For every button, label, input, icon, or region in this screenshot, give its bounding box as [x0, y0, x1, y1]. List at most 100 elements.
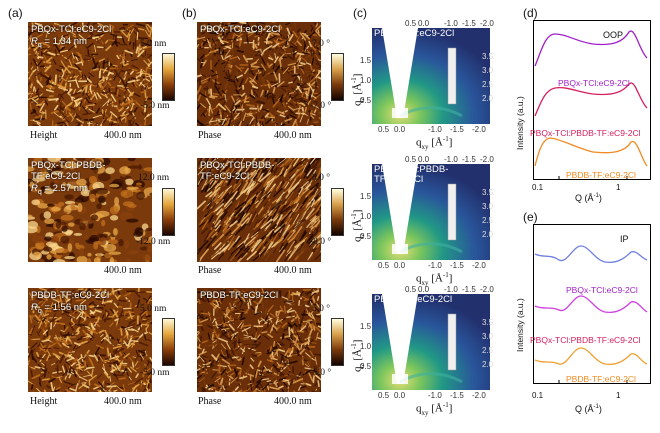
giwaxs-x-tick: 0.5: [378, 261, 390, 270]
ip-ylabel: Intensity (a.u.): [515, 298, 525, 352]
profile-line: [534, 295, 648, 314]
giwaxs-top-tick: -1.5: [462, 155, 476, 164]
scale-caption: 400.0 nm: [274, 396, 312, 407]
oop-profile-plot: [533, 20, 651, 180]
afm-roughness: Rq = 2.57 nm: [31, 183, 87, 196]
colorbar-min-label: -5.0 nm: [140, 101, 170, 111]
oop-series-label: PBDB-TF:eC9-2Cl: [566, 170, 636, 180]
scale-caption: 400.0 nm: [104, 396, 142, 407]
phase-colorbar: [331, 318, 344, 366]
giwaxs-top-tick: -2.0: [480, 155, 494, 164]
giwaxs-y-tick: 1.0: [360, 76, 372, 85]
afm-height-image: [28, 288, 152, 392]
giwaxs-top-tick: -1.5: [462, 19, 476, 28]
giwaxs-top-tick: 0.5: [405, 19, 417, 28]
giwaxs-y-tick: 1.5: [360, 322, 372, 331]
giwaxs-cbar-tick: 2.5: [482, 346, 494, 355]
giwaxs-top-tick: 0.0: [418, 285, 430, 294]
giwaxs-y-tick: 1.0: [360, 342, 372, 351]
phase-caption: Phase: [198, 265, 222, 276]
giwaxs-cbar-tick: 3.0: [482, 332, 494, 341]
phase-colorbar: [331, 53, 344, 101]
colorbar-min-label: -8.0 °: [310, 237, 332, 247]
afm-sample-title: PBQx-TCl:eC9-2Cl: [200, 24, 281, 35]
giwaxs-xlabel: qxy [Å-1]: [416, 271, 453, 287]
scale-caption: 400.0 nm: [274, 265, 312, 276]
giwaxs-top-tick: 0.5: [405, 285, 417, 294]
phase-colorbar: [331, 188, 344, 236]
giwaxs-x-tick: 0.0: [394, 391, 406, 400]
giwaxs-cbar-tick: 3.5: [482, 188, 494, 197]
height-caption: Height: [30, 396, 58, 407]
giwaxs-x-tick: -2.0: [472, 125, 486, 134]
giwaxs-x-tick: -1.0: [428, 391, 442, 400]
scale-caption: 400.0 nm: [104, 265, 142, 276]
giwaxs-y-tick: 0.5: [360, 362, 372, 371]
afm-phase-image: [197, 22, 321, 126]
giwaxs-sample-title: PBDB-TF:eC9-2Cl: [374, 294, 453, 305]
height-colorbar: [162, 318, 175, 366]
panel-label-e: (e): [523, 210, 538, 224]
giwaxs-top-tick: 0.0: [418, 19, 430, 28]
afm-height-image: [28, 22, 152, 126]
colorbar-min-label: -7.0 °: [310, 101, 332, 111]
oop-tag: OOP: [603, 30, 624, 40]
colorbar-max-label: 5.0 nm: [140, 39, 167, 49]
afm-phase-image: [197, 158, 321, 262]
phase-caption: Phase: [198, 396, 222, 407]
oop-xlabel: Q (Å-1): [575, 193, 602, 203]
panel-label-d: (d): [523, 6, 538, 20]
giwaxs-pattern: [372, 294, 490, 390]
giwaxs-cbar-tick: 3.5: [482, 318, 494, 327]
giwaxs-x-tick: 0.5: [378, 391, 390, 400]
profile-line: [534, 30, 648, 67]
colorbar-min-label: -5.0 nm: [140, 368, 170, 378]
giwaxs-sample-title: PBQx-TCl:eC9-2Cl: [374, 28, 455, 39]
colorbar-max-label: 5.0 °: [312, 304, 331, 314]
giwaxs-cbar-tick: 2.0: [482, 94, 494, 103]
oop-series-label: PBQx-TCl:PBDB-TF:eC9-2Cl: [530, 128, 641, 138]
giwaxs-xlabel: qxy [Å-1]: [416, 401, 453, 417]
giwaxs-cbar-tick: 2.0: [482, 230, 494, 239]
oop-ylabel: Intensity (a.u.): [515, 96, 525, 150]
giwaxs-top-tick: -2.0: [480, 285, 494, 294]
giwaxs-x-tick: -1.5: [450, 261, 464, 270]
giwaxs-top-tick: 0.0: [418, 155, 430, 164]
afm-sample-title: PBQx-TCl:PBDB- TF:eC9-2Cl: [200, 160, 275, 182]
scale-caption: 400.0 nm: [104, 130, 142, 141]
ip-tag: IP: [620, 234, 629, 244]
colorbar-max-label: 7.0 °: [312, 39, 331, 49]
giwaxs-x-tick: 0.0: [394, 261, 406, 270]
giwaxs-cbar-tick: 2.5: [482, 216, 494, 225]
giwaxs-pattern: [372, 164, 490, 260]
ip-xlabel: Q (Å-1): [575, 404, 602, 414]
ip-series-label: PBQx-TCl:eC9-2Cl: [566, 285, 638, 295]
giwaxs-cbar-tick: 3.0: [482, 66, 494, 75]
ip-xtick: 0.1: [532, 391, 544, 400]
giwaxs-x-tick: -1.0: [428, 125, 442, 134]
giwaxs-cbar-tick: 3.0: [482, 202, 494, 211]
afm-sample-title: PBDB-TF:eC9-2Cl: [31, 290, 110, 301]
panel-label-b: (b): [182, 6, 197, 20]
giwaxs-top-tick: -2.0: [480, 19, 494, 28]
giwaxs-x-tick: -1.0: [428, 261, 442, 270]
giwaxs-top-tick: -1.0: [444, 155, 458, 164]
giwaxs-ylabel: qz [Å-1]: [350, 339, 366, 372]
afm-phase-image: [197, 288, 321, 392]
scale-caption: 400.0 nm: [274, 130, 312, 141]
afm-roughness: Rq = 1.34 nm: [31, 36, 87, 49]
oop-xtick: 1: [616, 183, 621, 192]
height-caption: Height: [30, 130, 58, 141]
profile-line: [534, 347, 648, 366]
afm-sample-title: PBQx-TCl:PBDB- TF:eC9-2Cl: [31, 160, 106, 182]
oop-xtick: 0.1: [532, 183, 544, 192]
afm-sample-title: PBDB-TF:eC9-2Cl: [200, 290, 279, 301]
giwaxs-xlabel: qxy [Å-1]: [416, 135, 453, 151]
giwaxs-cbar-tick: 2.5: [482, 80, 494, 89]
afm-roughness: Rq = 1.56 nm: [31, 302, 87, 315]
height-colorbar: [162, 53, 175, 101]
giwaxs-ylabel: qz [Å-1]: [350, 209, 366, 242]
giwaxs-cbar-tick: 3.5: [482, 52, 494, 61]
ip-xtick: 1: [616, 391, 621, 400]
giwaxs-y-tick: 1.5: [360, 192, 372, 201]
